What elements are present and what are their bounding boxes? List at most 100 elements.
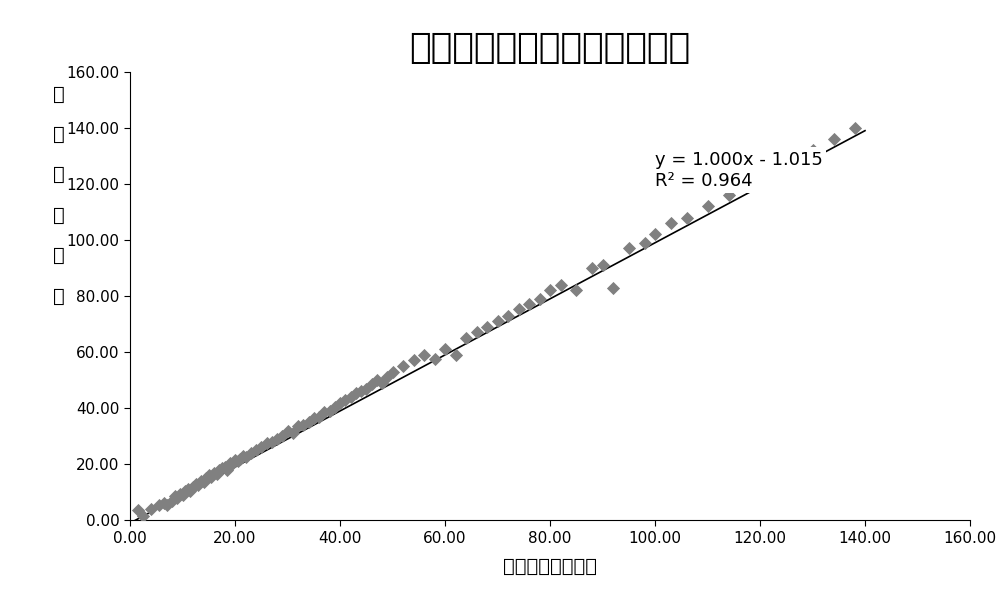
Point bbox=[201, 471, 217, 480]
Point bbox=[784, 157, 800, 166]
Point bbox=[846, 123, 862, 133]
Point bbox=[374, 378, 390, 388]
Point bbox=[167, 492, 183, 501]
Point bbox=[182, 486, 198, 496]
Point bbox=[568, 286, 584, 295]
Point bbox=[384, 367, 400, 377]
Point bbox=[232, 454, 248, 463]
Point bbox=[605, 283, 621, 292]
Point bbox=[151, 500, 167, 509]
Point bbox=[406, 356, 422, 365]
Point bbox=[311, 412, 327, 422]
Title: 本试剂盒与参比产品相关性图: 本试剂盒与参比产品相关性图 bbox=[409, 31, 691, 65]
Point bbox=[636, 238, 652, 248]
Point bbox=[156, 499, 172, 508]
Point bbox=[306, 413, 322, 423]
Point bbox=[521, 300, 537, 309]
Point bbox=[490, 316, 505, 326]
Point bbox=[248, 446, 264, 455]
Point bbox=[379, 373, 395, 382]
Point bbox=[211, 465, 227, 475]
Point bbox=[337, 395, 353, 404]
Point bbox=[316, 408, 332, 417]
Point bbox=[742, 179, 758, 189]
Point bbox=[222, 458, 238, 468]
Point bbox=[621, 243, 637, 253]
Point bbox=[647, 230, 663, 239]
Point bbox=[185, 482, 201, 492]
Point bbox=[479, 322, 495, 332]
Text: 氏: 氏 bbox=[53, 125, 64, 144]
Point bbox=[280, 426, 296, 435]
Point bbox=[762, 168, 778, 178]
Point bbox=[416, 350, 432, 359]
Point bbox=[369, 376, 385, 385]
Point bbox=[180, 484, 196, 494]
Point bbox=[193, 476, 209, 486]
Point bbox=[206, 468, 222, 477]
Point bbox=[348, 388, 364, 398]
Text: y = 1.000x - 1.015
R² = 0.964: y = 1.000x - 1.015 R² = 0.964 bbox=[655, 151, 823, 190]
Point bbox=[198, 474, 214, 483]
Point bbox=[203, 472, 219, 481]
Point bbox=[214, 463, 230, 473]
Point bbox=[274, 431, 290, 441]
Point bbox=[224, 459, 240, 469]
X-axis label: 本试剂盒检测结果: 本试剂盒检测结果 bbox=[503, 557, 597, 576]
Point bbox=[216, 462, 232, 472]
Text: 检: 检 bbox=[53, 166, 64, 184]
Point bbox=[159, 500, 175, 509]
Point bbox=[594, 260, 610, 270]
Point bbox=[230, 457, 246, 466]
Point bbox=[290, 422, 306, 431]
Point bbox=[143, 504, 159, 514]
Point bbox=[177, 486, 193, 496]
Point bbox=[804, 145, 820, 155]
Point bbox=[826, 134, 842, 144]
Point bbox=[552, 280, 568, 289]
Point bbox=[264, 437, 280, 447]
Point bbox=[542, 286, 558, 295]
Point bbox=[164, 496, 180, 505]
Point bbox=[437, 344, 453, 354]
Text: 果: 果 bbox=[53, 286, 64, 306]
Point bbox=[300, 417, 316, 427]
Point bbox=[353, 386, 369, 396]
Point bbox=[364, 380, 380, 389]
Point bbox=[500, 311, 516, 321]
Point bbox=[174, 490, 190, 500]
Text: 测: 测 bbox=[53, 206, 64, 225]
Point bbox=[172, 489, 188, 498]
Point bbox=[700, 202, 716, 211]
Point bbox=[295, 420, 311, 430]
Point bbox=[532, 294, 548, 304]
Point bbox=[135, 511, 151, 521]
Point bbox=[269, 434, 285, 444]
Point bbox=[285, 429, 301, 438]
Point bbox=[720, 190, 736, 200]
Text: 结: 结 bbox=[53, 246, 64, 265]
Point bbox=[258, 438, 274, 448]
Point bbox=[188, 479, 204, 489]
Point bbox=[243, 448, 259, 458]
Point bbox=[227, 455, 243, 465]
Point bbox=[209, 469, 225, 479]
Point bbox=[510, 304, 526, 313]
Point bbox=[358, 384, 374, 393]
Point bbox=[468, 328, 485, 337]
Text: 罗: 罗 bbox=[53, 85, 64, 103]
Point bbox=[342, 392, 359, 402]
Point bbox=[196, 478, 212, 487]
Point bbox=[190, 480, 206, 490]
Point bbox=[130, 506, 146, 515]
Point bbox=[238, 453, 254, 462]
Point bbox=[327, 402, 343, 411]
Point bbox=[584, 263, 600, 273]
Point bbox=[169, 493, 185, 502]
Point bbox=[322, 406, 338, 416]
Point bbox=[235, 451, 251, 460]
Point bbox=[395, 361, 411, 371]
Point bbox=[332, 398, 348, 407]
Point bbox=[426, 354, 442, 364]
Point bbox=[458, 333, 474, 343]
